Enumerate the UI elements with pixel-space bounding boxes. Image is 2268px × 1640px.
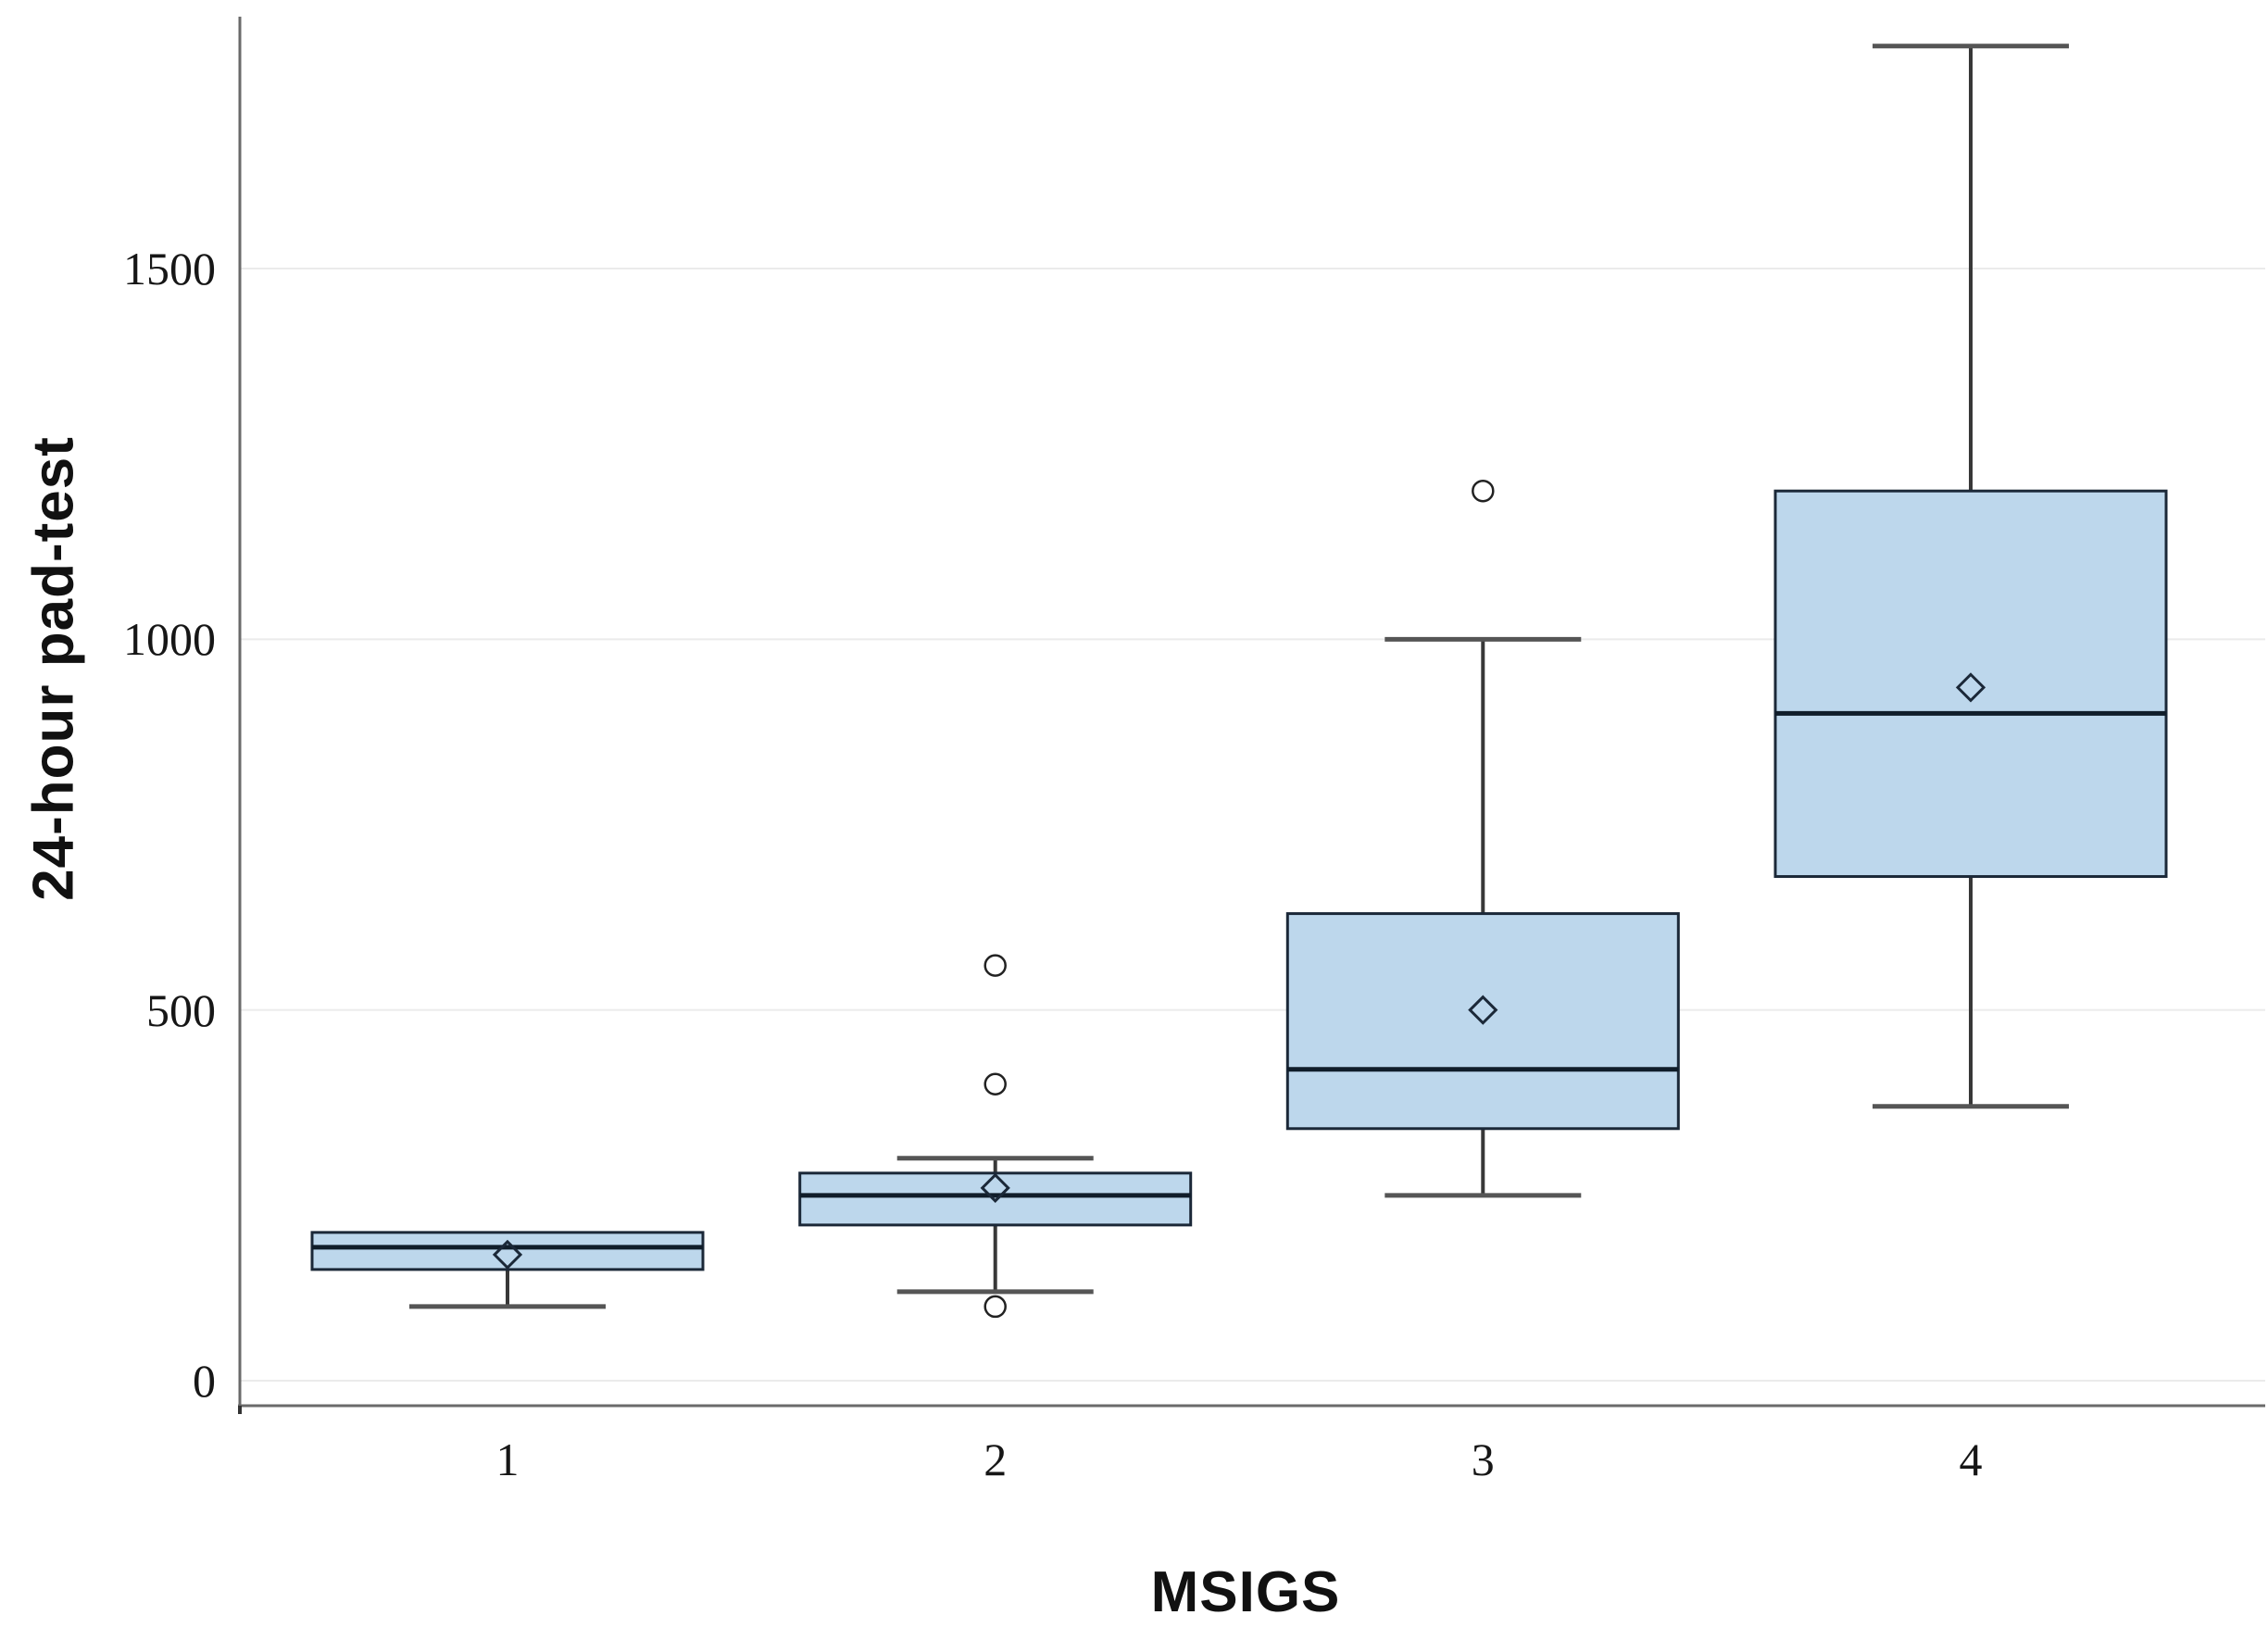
mean-marker-2 (980, 1172, 1010, 1203)
x-category-label-3: 3 (1471, 1433, 1495, 1485)
x-category-label-1: 1 (495, 1433, 520, 1485)
outlier-marker-2-100 (984, 1295, 1007, 1319)
x-category-label-4: 4 (1959, 1433, 1983, 1485)
outlier-marker-2-560 (984, 954, 1007, 977)
y-axis-title: 24-hour pad-test (21, 436, 86, 901)
box-group-4 (1773, 489, 2168, 879)
y-tick-label-0: 0 (193, 1355, 216, 1407)
mean-marker-4 (1955, 672, 1986, 703)
mean-marker-3 (1468, 995, 1498, 1025)
y-tick-label-1000: 1000 (123, 613, 216, 666)
y-tick-label-1500: 1500 (123, 243, 216, 294)
outlier-marker-3-1200 (1472, 479, 1495, 503)
mean-marker-1 (492, 1239, 523, 1271)
outlier-marker-2-400 (984, 1072, 1007, 1095)
x-category-label-2: 2 (984, 1433, 1008, 1485)
y-tick-label-500: 500 (146, 983, 216, 1036)
box-group-1 (310, 1231, 705, 1271)
x-axis-title: MSIGS (1150, 1560, 1341, 1624)
